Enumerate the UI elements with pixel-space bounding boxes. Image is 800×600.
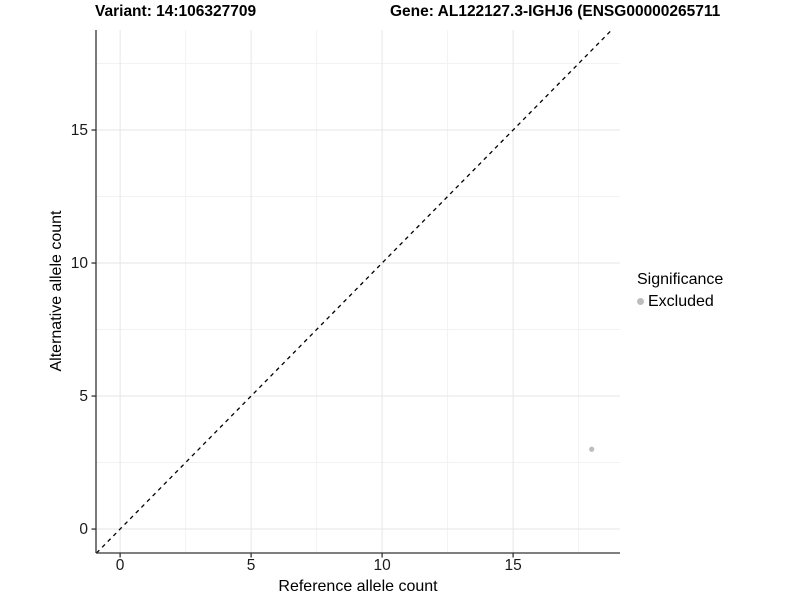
legend-title: Significance	[637, 271, 724, 288]
legend-entry-label: Excluded	[648, 293, 714, 310]
legend-entries: Excluded	[637, 292, 723, 311]
data-point	[589, 446, 595, 452]
legend: Significance Excluded	[637, 270, 723, 311]
y-tick-label: 5	[79, 387, 88, 405]
x-tick-label: 15	[504, 557, 522, 574]
x-axis-title: Reference allele count	[278, 578, 438, 595]
y-tick-label: 10	[70, 254, 88, 272]
identity-reference-line	[96, 29, 613, 554]
y-tick-label: 15	[70, 121, 88, 139]
legend-point-icon	[637, 298, 644, 306]
x-tick-label: 5	[246, 557, 256, 574]
x-tick-label: 10	[373, 557, 391, 574]
x-tick-label: 0	[115, 557, 125, 574]
legend-entry: Excluded	[637, 292, 723, 311]
y-tick-label: 0	[79, 520, 88, 538]
variant-title: Variant: 14:106327709	[95, 3, 257, 20]
gene-title: Gene: AL122127.3-IGHJ6 (ENSG00000265711	[390, 3, 721, 20]
